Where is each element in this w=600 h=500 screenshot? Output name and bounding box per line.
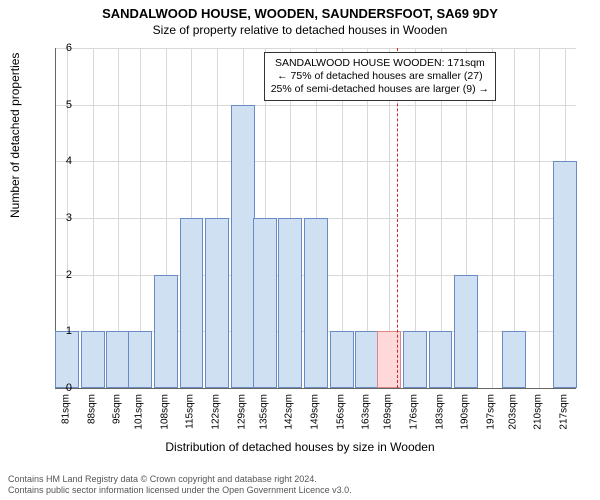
bar xyxy=(205,218,229,388)
bar xyxy=(154,275,178,388)
xtick-label: 203sqm xyxy=(507,394,518,430)
chart-title: SANDALWOOD HOUSE, WOODEN, SAUNDERSFOOT, … xyxy=(0,0,600,21)
footer-line2: Contains public sector information licen… xyxy=(8,485,352,496)
xtick-label: 81sqm xyxy=(60,394,71,424)
bar xyxy=(128,331,152,388)
bar xyxy=(403,331,427,388)
bar xyxy=(553,161,577,388)
annotation-line: ← 75% of detached houses are smaller (27… xyxy=(271,70,489,83)
bar xyxy=(454,275,478,388)
bar xyxy=(55,331,79,388)
annotation-line: SANDALWOOD HOUSE WOODEN: 171sqm xyxy=(271,57,489,70)
bar xyxy=(429,331,453,388)
xtick-label: 156sqm xyxy=(335,394,346,430)
bar xyxy=(106,331,130,388)
footer-attribution: Contains HM Land Registry data © Crown c… xyxy=(8,474,352,496)
xtick-label: 183sqm xyxy=(434,394,445,430)
xtick-label: 101sqm xyxy=(134,394,145,430)
bar xyxy=(304,218,328,388)
bar xyxy=(180,218,204,388)
xtick-label: 115sqm xyxy=(185,394,196,429)
footer-line1: Contains HM Land Registry data © Crown c… xyxy=(8,474,352,485)
ytick-label: 4 xyxy=(52,155,72,167)
xtick-label: 197sqm xyxy=(485,394,496,430)
ytick-label: 6 xyxy=(52,42,72,54)
bar xyxy=(330,331,354,388)
xtick-label: 149sqm xyxy=(310,394,321,430)
xtick-label: 135sqm xyxy=(258,394,269,430)
xtick-label: 122sqm xyxy=(211,394,222,430)
chart-subtitle: Size of property relative to detached ho… xyxy=(0,21,600,37)
xtick-label: 108sqm xyxy=(159,394,170,430)
xtick-label: 129sqm xyxy=(236,394,247,430)
gridline-v xyxy=(539,48,540,388)
xtick-label: 169sqm xyxy=(383,394,394,430)
xtick-label: 217sqm xyxy=(559,394,570,430)
annotation-box: SANDALWOOD HOUSE WOODEN: 171sqm← 75% of … xyxy=(264,52,496,101)
xtick-label: 142sqm xyxy=(284,394,295,430)
annotation-line: 25% of semi-detached houses are larger (… xyxy=(271,83,489,96)
bar xyxy=(81,331,105,388)
ytick-label: 5 xyxy=(52,99,72,111)
xtick-label: 163sqm xyxy=(361,394,372,430)
xtick-label: 95sqm xyxy=(112,394,123,424)
ytick-label: 1 xyxy=(52,325,72,337)
x-axis-label: Distribution of detached houses by size … xyxy=(0,440,600,454)
xtick-label: 176sqm xyxy=(408,394,419,430)
bar xyxy=(502,331,526,388)
xtick-label: 88sqm xyxy=(86,394,97,424)
xtick-label: 210sqm xyxy=(533,394,544,430)
ytick-label: 3 xyxy=(52,212,72,224)
bar xyxy=(253,218,277,388)
bar xyxy=(231,105,255,388)
ytick-label: 0 xyxy=(52,382,72,394)
y-axis-label: Number of detached properties xyxy=(8,53,22,218)
ytick-label: 2 xyxy=(52,269,72,281)
bar xyxy=(278,218,302,388)
xtick-label: 190sqm xyxy=(460,394,471,430)
bar xyxy=(355,331,379,388)
